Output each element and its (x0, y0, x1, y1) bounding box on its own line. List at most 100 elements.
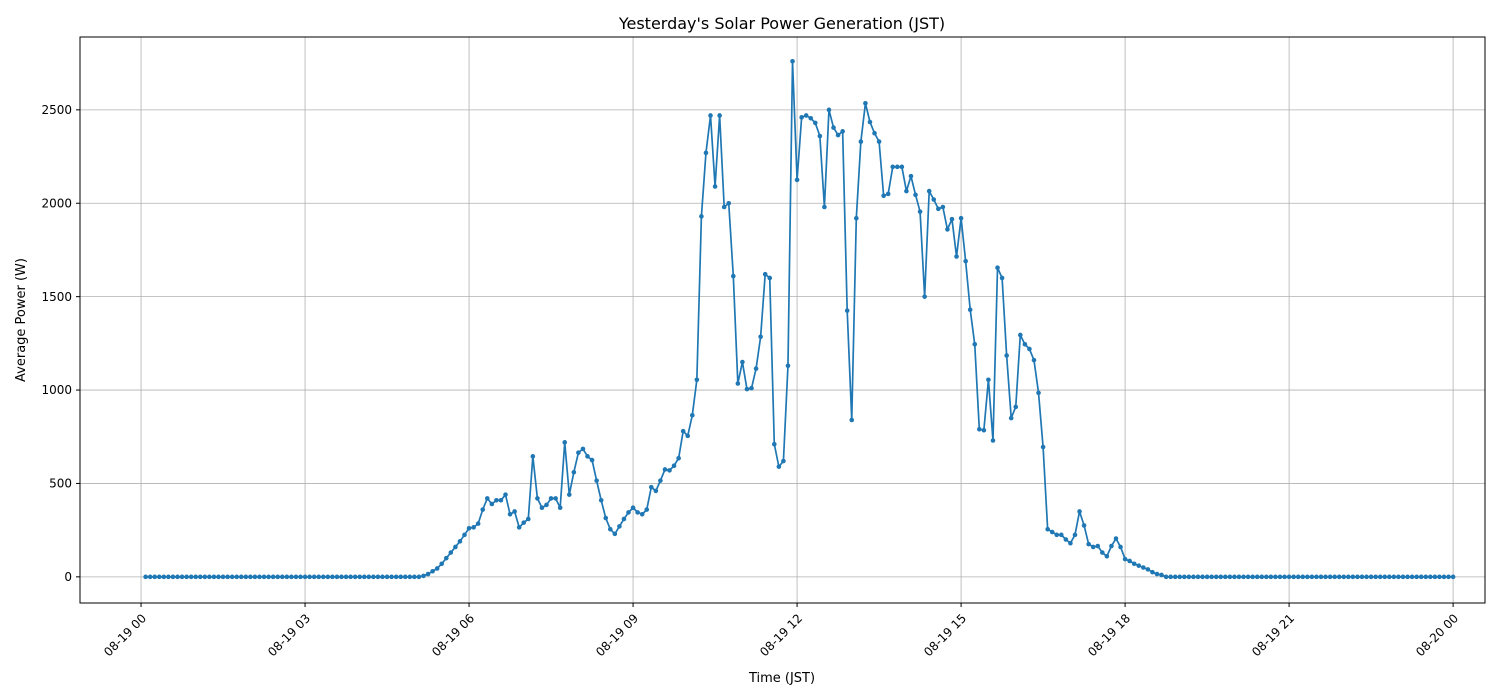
data-point (598, 497, 604, 503)
data-point (525, 516, 531, 522)
data-point (307, 574, 312, 580)
data-point (548, 496, 554, 501)
data-point (156, 574, 162, 580)
data-point (252, 574, 258, 580)
data-point (1195, 574, 1201, 580)
data-point (325, 574, 331, 580)
data-point (179, 574, 185, 580)
data-point (781, 458, 786, 464)
data-point (1245, 574, 1251, 580)
data-point (1068, 540, 1073, 546)
data-point (945, 227, 950, 232)
data-point (339, 574, 344, 580)
data-point (1259, 574, 1265, 580)
data-point (503, 492, 508, 497)
data-point (1154, 571, 1160, 577)
data-point (1327, 574, 1333, 580)
data-point (1118, 544, 1123, 550)
data-point (963, 258, 968, 264)
data-point (726, 200, 732, 206)
data-point (895, 164, 900, 170)
data-point (453, 544, 458, 550)
data-point (977, 426, 982, 432)
y-tick-label: 2000 (41, 196, 72, 210)
data-layer (143, 58, 1456, 580)
x-tick-label: 08-19 09 (593, 611, 641, 659)
data-point (544, 502, 549, 508)
data-point (863, 101, 868, 106)
data-point (1236, 574, 1242, 580)
data-point (380, 574, 385, 580)
data-point (1018, 332, 1023, 338)
data-point (630, 505, 636, 511)
data-point (999, 275, 1005, 281)
data-point (708, 113, 713, 118)
data-point (457, 539, 463, 544)
data-point (197, 574, 203, 580)
data-point (731, 273, 736, 279)
data-point (1054, 532, 1060, 538)
data-point (981, 427, 987, 433)
data-point (1305, 574, 1310, 580)
data-point (667, 468, 672, 473)
data-point (753, 366, 759, 371)
data-point (1368, 574, 1374, 580)
data-point (1373, 574, 1378, 580)
data-point (434, 566, 440, 571)
data-point (1136, 563, 1142, 568)
data-point (1418, 574, 1424, 580)
data-point (571, 469, 577, 475)
data-point (1387, 574, 1392, 580)
data-point (1314, 574, 1319, 580)
y-tick-label: 0 (64, 570, 72, 584)
data-point (926, 188, 932, 194)
data-point (462, 532, 467, 538)
data-point (211, 574, 217, 580)
data-point (858, 139, 864, 144)
data-point (735, 381, 741, 386)
x-tick-label: 08-19 00 (101, 611, 149, 659)
y-axis: 0 500 1000 1500 2000 2500 (41, 103, 80, 584)
data-point (407, 574, 413, 580)
data-point (1441, 574, 1447, 580)
data-point (1008, 415, 1014, 421)
data-point (635, 510, 640, 515)
data-point (1109, 543, 1114, 549)
data-point (799, 115, 804, 120)
data-point (1355, 574, 1360, 580)
data-point (430, 568, 435, 574)
data-point (225, 574, 230, 580)
data-point (1223, 574, 1228, 580)
data-point (594, 478, 599, 483)
data-point (1268, 574, 1274, 580)
data-point (680, 428, 686, 434)
data-point (1200, 574, 1205, 580)
data-point (717, 113, 722, 118)
data-point (1332, 574, 1337, 580)
data-point (302, 574, 308, 580)
data-point (184, 574, 189, 580)
data-point (275, 574, 281, 580)
data-point (1318, 574, 1324, 580)
y-axis-label: Average Power (W) (14, 258, 29, 382)
data-point (803, 113, 809, 118)
data-point (1209, 574, 1214, 580)
data-point (193, 574, 199, 580)
data-point (1346, 574, 1351, 580)
data-point (539, 505, 545, 511)
data-point (1273, 574, 1278, 580)
y-tick-label: 500 (49, 477, 72, 491)
data-point (1150, 569, 1155, 575)
data-point (1022, 341, 1028, 347)
data-point (881, 193, 886, 199)
data-point (562, 440, 568, 445)
data-point (1359, 574, 1365, 580)
data-point (152, 574, 158, 580)
x-axis: 08-19 00 08-19 03 08-19 06 08-19 09 08-19 12… (101, 603, 1461, 659)
data-point (516, 525, 522, 530)
data-point (785, 363, 791, 369)
data-point (320, 574, 326, 580)
data-point (412, 574, 417, 580)
data-point (1446, 574, 1451, 580)
data-point (234, 574, 240, 580)
